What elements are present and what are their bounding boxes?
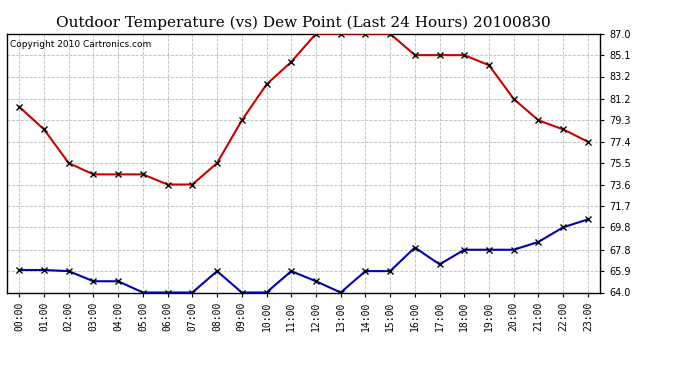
Title: Outdoor Temperature (vs) Dew Point (Last 24 Hours) 20100830: Outdoor Temperature (vs) Dew Point (Last… [56, 15, 551, 30]
Text: Copyright 2010 Cartronics.com: Copyright 2010 Cartronics.com [10, 40, 151, 49]
